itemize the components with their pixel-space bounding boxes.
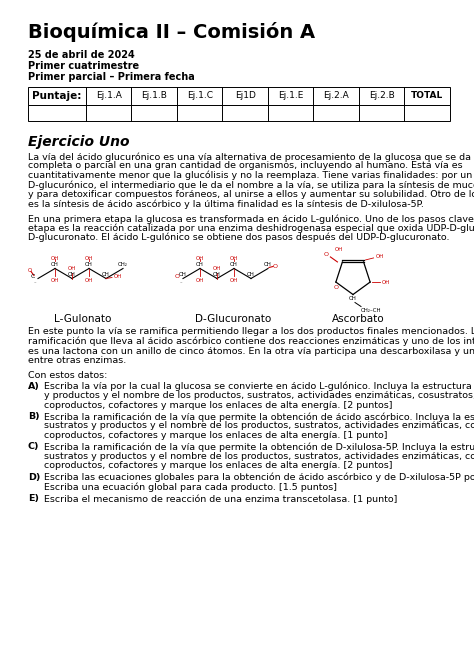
Text: es una lactona con un anillo de cinco átomos. En la otra vía participa una desca: es una lactona con un anillo de cinco át…: [28, 347, 474, 355]
Text: coproductos, cofactores y marque los enlaces de alta energía. [2 puntos]: coproductos, cofactores y marque los enl…: [44, 401, 392, 409]
Text: sustratos y productos y el nombre de los productos, sustratos, actividades enzim: sustratos y productos y el nombre de los…: [44, 452, 474, 461]
Text: En este punto la vía se ramifica permitiendo llegar a los dos productos finales : En este punto la vía se ramifica permiti…: [28, 328, 474, 337]
Text: OH: OH: [196, 256, 204, 262]
Text: E): E): [28, 494, 39, 503]
Text: Escriba el mecanismo de reacción de una enzima transcetolasa. [1 punto]: Escriba el mecanismo de reacción de una …: [44, 494, 397, 504]
Text: O: O: [28, 268, 32, 273]
Text: La vía del ácido glucurónico es una vía alternativa de procesamiento de la gluco: La vía del ácido glucurónico es una vía …: [28, 152, 474, 161]
Text: ⁻: ⁻: [180, 281, 182, 286]
Text: Con estos datos:: Con estos datos:: [28, 371, 108, 379]
Text: CH: CH: [213, 272, 221, 278]
Text: CH: CH: [51, 262, 59, 268]
Text: CH₂–CH: CH₂–CH: [361, 308, 382, 314]
Text: C: C: [31, 274, 35, 279]
Text: OH: OH: [382, 280, 391, 284]
Text: O: O: [175, 274, 180, 279]
Text: OH: OH: [230, 278, 238, 284]
Text: Ej.1.B: Ej.1.B: [141, 92, 167, 100]
Text: OH: OH: [196, 278, 204, 284]
Text: cuantitativamente menor que la glucólisis y no la reemplaza. Tiene varias finali: cuantitativamente menor que la glucólisi…: [28, 171, 474, 181]
Text: CH: CH: [264, 262, 272, 268]
Text: B): B): [28, 412, 40, 421]
Text: CH: CH: [230, 262, 238, 268]
Text: 25 de abril de 2024: 25 de abril de 2024: [28, 50, 135, 60]
Text: A): A): [28, 381, 40, 391]
Text: Ej.1.E: Ej.1.E: [278, 92, 303, 100]
Text: ramificación que lleva al ácido ascórbico contiene dos reacciones enzimáticas y : ramificación que lleva al ácido ascórbic…: [28, 337, 474, 347]
Text: sustratos y productos y el nombre de los productos, sustratos, actividades enzim: sustratos y productos y el nombre de los…: [44, 421, 474, 430]
Text: L-Gulonato: L-Gulonato: [55, 314, 112, 324]
Text: Ej.2.B: Ej.2.B: [369, 92, 395, 100]
Text: TOTAL: TOTAL: [411, 92, 443, 100]
Text: Escriba la vía por la cual la glucosa se convierte en ácido L-gulónico. Incluya : Escriba la vía por la cual la glucosa se…: [44, 381, 474, 391]
Text: OH: OH: [230, 256, 238, 262]
Text: completa o parcial en una gran cantidad de organismos, incluyendo al humano. Est: completa o parcial en una gran cantidad …: [28, 161, 463, 171]
Text: es la síntesis de ácido ascórbico y la última finalidad es la síntesis de D-xilu: es la síntesis de ácido ascórbico y la ú…: [28, 199, 424, 209]
Text: CH: CH: [179, 272, 187, 278]
Text: CH: CH: [102, 272, 110, 278]
Bar: [28, 87, 450, 105]
Text: Ej.1.C: Ej.1.C: [187, 92, 213, 100]
Text: Ej.1.A: Ej.1.A: [96, 92, 122, 100]
Text: CH: CH: [349, 296, 357, 302]
Text: ⁻: ⁻: [34, 281, 36, 286]
Text: Escriba la ramificación de la vía que permite la obtención de ácido ascórbico. I: Escriba la ramificación de la vía que pe…: [44, 412, 474, 421]
Text: OH: OH: [68, 266, 76, 270]
Text: En una primera etapa la glucosa es transformada en ácido L-gulónico. Uno de los : En una primera etapa la glucosa es trans…: [28, 214, 474, 223]
Text: CH: CH: [247, 272, 255, 278]
Text: O: O: [333, 285, 338, 290]
Text: entre otras enzimas.: entre otras enzimas.: [28, 356, 126, 365]
Text: y productos y el nombre de los productos, sustratos, actividades enzimáticas, co: y productos y el nombre de los productos…: [44, 391, 474, 400]
Text: OH: OH: [51, 256, 59, 262]
Text: OH: OH: [375, 254, 384, 260]
Text: OH: OH: [213, 266, 221, 270]
Text: etapa es la reacción catalizada por una enzima deshidrogenasa especial que oxida: etapa es la reacción catalizada por una …: [28, 223, 474, 233]
Text: Ascorbato: Ascorbato: [332, 314, 384, 324]
Text: coproductos, cofactores y marque los enlaces de alta energía. [1 punto]: coproductos, cofactores y marque los enl…: [44, 431, 388, 440]
Text: OH: OH: [85, 278, 93, 284]
Text: OH: OH: [85, 256, 93, 262]
Text: CH₂: CH₂: [118, 262, 128, 268]
Text: Puntaje:: Puntaje:: [32, 91, 82, 101]
Text: OH: OH: [335, 247, 344, 252]
Text: Ej1D: Ej1D: [235, 92, 255, 100]
Text: D-glucuronato. El ácido L-gulónico se obtiene dos pasos después del UDP-D-glucur: D-glucuronato. El ácido L-gulónico se ob…: [28, 233, 449, 242]
Text: Escriba las ecuaciones globales para la obtención de ácido ascórbico y de D-xilu: Escriba las ecuaciones globales para la …: [44, 473, 474, 482]
Text: CH: CH: [68, 272, 76, 278]
Text: Primer parcial – Primera fecha: Primer parcial – Primera fecha: [28, 72, 195, 82]
Text: Escriba una ecuación global para cada producto. [1.5 puntos]: Escriba una ecuación global para cada pr…: [44, 482, 337, 492]
Text: Ejercicio Uno: Ejercicio Uno: [28, 135, 129, 149]
Bar: [28, 105, 450, 121]
Text: y para detoxificar compuestos foráneos, al unirse a ellos y aumentar su solubili: y para detoxificar compuestos foráneos, …: [28, 190, 474, 199]
Text: D-Glucuronato: D-Glucuronato: [195, 314, 271, 324]
Text: OH: OH: [114, 274, 122, 279]
Text: Bioquímica II – Comisión A: Bioquímica II – Comisión A: [28, 22, 315, 42]
Text: Ej.2.A: Ej.2.A: [323, 92, 349, 100]
Text: CH: CH: [196, 262, 204, 268]
Text: Primer cuatrimestre: Primer cuatrimestre: [28, 61, 139, 71]
Text: D): D): [28, 473, 40, 482]
Text: O: O: [324, 252, 329, 258]
Text: O: O: [273, 264, 278, 269]
Text: coproductos, cofactores y marque los enlaces de alta energía. [2 puntos]: coproductos, cofactores y marque los enl…: [44, 462, 392, 470]
Text: CH: CH: [85, 262, 93, 268]
Text: Escriba la ramificación de la vía que permite la obtención de D-xilulosa-5P. Inc: Escriba la ramificación de la vía que pe…: [44, 442, 474, 452]
Text: OH: OH: [51, 278, 59, 284]
Text: D-glucurónico, el intermediario que le da el nombre a la vía, se utiliza para la: D-glucurónico, el intermediario que le d…: [28, 181, 474, 190]
Text: C): C): [28, 442, 39, 452]
